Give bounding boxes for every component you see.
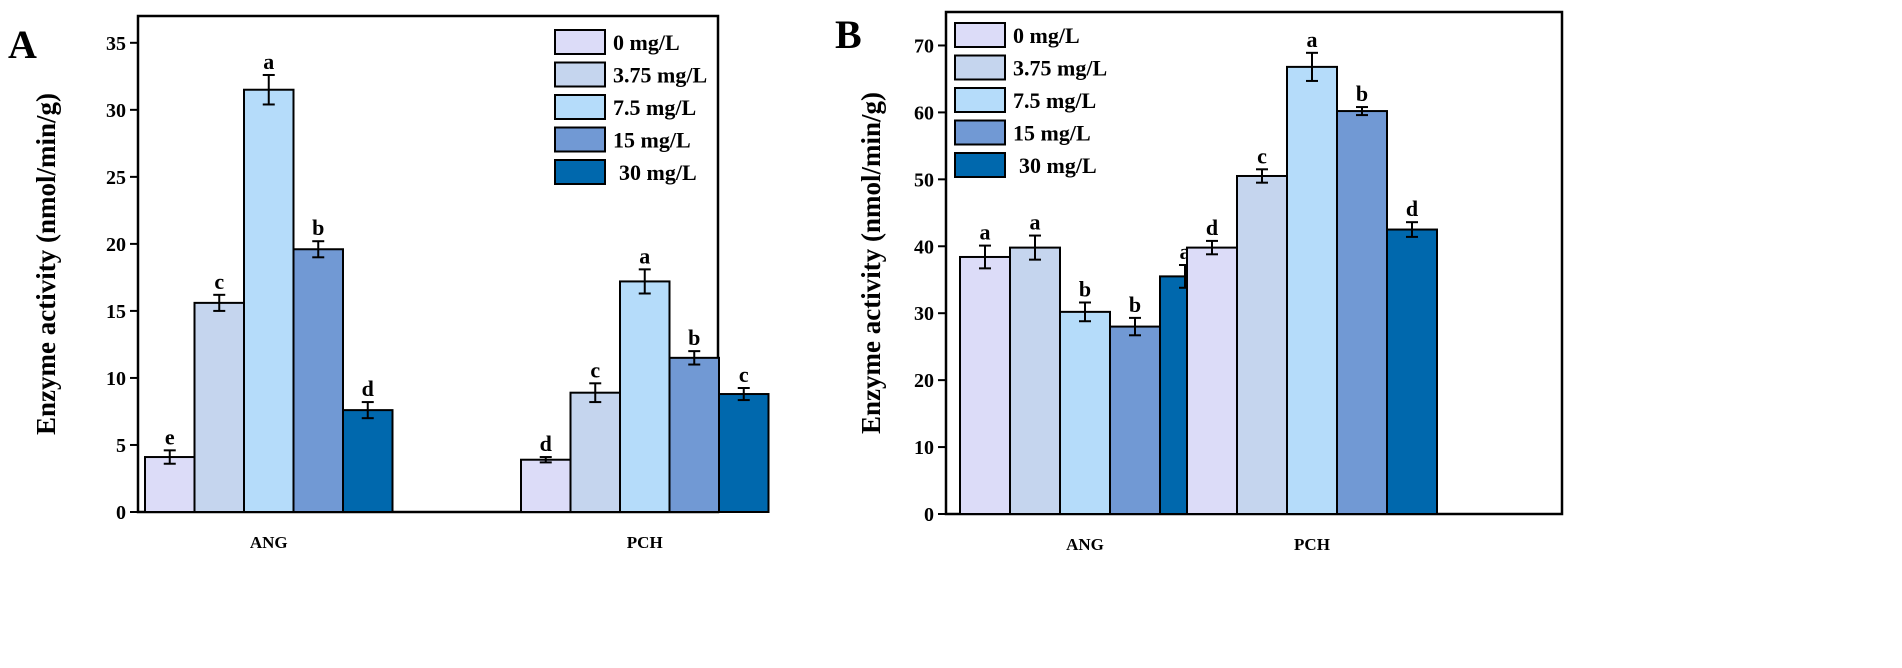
- bar: [243, 88, 295, 513]
- legend-swatch: [554, 29, 606, 55]
- legend-swatch: [954, 152, 1006, 178]
- bar: [1236, 174, 1288, 515]
- significance-letter: b: [1356, 81, 1368, 106]
- legend-swatch: [954, 119, 1006, 146]
- y-tick-label: 10: [106, 368, 126, 390]
- legend-swatch: [554, 94, 606, 120]
- x-tick-label: ANG: [1066, 535, 1104, 554]
- significance-letter: b: [1079, 276, 1091, 301]
- bar: [292, 248, 344, 513]
- legend-swatch: [554, 126, 606, 153]
- significance-letter: a: [1307, 27, 1318, 52]
- bar: [520, 458, 572, 514]
- y-axis-label: Enzyme activity (nmol/min/g): [856, 92, 886, 434]
- significance-letter: b: [688, 325, 700, 350]
- bar: [193, 301, 245, 513]
- significance-letter: c: [1257, 143, 1267, 168]
- legend-label: 0 mg/L: [1013, 23, 1080, 48]
- bar: [1186, 246, 1238, 515]
- legend-label: 3.75 mg/L: [1013, 56, 1107, 81]
- significance-letter: c: [590, 357, 600, 382]
- chart-panel-a: 0 5 10 15 20 25 30 35 Enzyme activity (nmol/min/…: [31, 14, 770, 552]
- y-tick-label: 40: [914, 236, 934, 258]
- y-tick-label: 25: [106, 167, 126, 189]
- panel-label-a: A: [8, 22, 37, 67]
- plot-frame: [136, 14, 720, 514]
- significance-letter: b: [312, 215, 324, 240]
- bar: [1336, 110, 1388, 515]
- y-tick-label: 30: [106, 100, 126, 122]
- legend-label: 7.5 mg/L: [1013, 88, 1096, 113]
- legend-swatch: [554, 159, 606, 185]
- chart-panel-b: 0 10 20 30 40 50 60 70 Enzyme activity (nmol/min…: [856, 10, 1564, 554]
- bar: [619, 280, 671, 513]
- bar: [144, 456, 196, 514]
- significance-letter: c: [739, 362, 749, 387]
- x-tick-label: PCH: [1294, 535, 1330, 554]
- y-tick-label: 35: [106, 33, 126, 55]
- bar: [1109, 325, 1161, 515]
- y-tick-label: 0: [924, 504, 934, 526]
- bar: [718, 393, 770, 514]
- legend-label: 15 mg/L: [613, 128, 691, 153]
- significance-letter: a: [1030, 210, 1041, 235]
- legend-label: 7.5 mg/L: [613, 95, 696, 120]
- y-tick-label: 50: [914, 169, 934, 191]
- y-tick-label: 0: [116, 502, 126, 524]
- y-tick-label: 60: [914, 102, 934, 124]
- y-tick-label: 10: [914, 437, 934, 459]
- y-tick-label: 15: [106, 301, 126, 323]
- significance-letter: a: [1180, 239, 1191, 264]
- y-tick-label: 5: [116, 435, 126, 457]
- y-tick-label: 20: [106, 234, 126, 256]
- legend-swatch: [554, 61, 606, 88]
- bar: [1009, 246, 1061, 515]
- bar: [1059, 310, 1111, 515]
- legend-label: 30 mg/L: [1019, 153, 1097, 178]
- significance-letter: d: [540, 431, 552, 456]
- bar: [668, 356, 720, 513]
- legend-swatch: [954, 54, 1006, 81]
- significance-letter: e: [165, 424, 175, 449]
- y-tick-label: 70: [914, 35, 934, 57]
- legend-label: 30 mg/L: [619, 160, 697, 185]
- y-tick-label: 30: [914, 303, 934, 325]
- y-axis-label: Enzyme activity (nmol/min/g): [31, 93, 61, 435]
- legend-label: 0 mg/L: [613, 30, 680, 55]
- significance-letter: a: [639, 243, 650, 268]
- legend-label: 15 mg/L: [1013, 121, 1091, 146]
- significance-letter: c: [214, 269, 224, 294]
- bar: [342, 409, 394, 514]
- significance-letter: b: [1129, 292, 1141, 317]
- legend-swatch: [954, 87, 1006, 113]
- panel-label-b: B: [835, 12, 862, 57]
- y-tick-label: 20: [914, 370, 934, 392]
- x-tick-label: PCH: [627, 533, 663, 552]
- bar: [1386, 228, 1438, 516]
- significance-letter: a: [263, 49, 274, 74]
- significance-letter: a: [980, 220, 991, 245]
- bar: [1286, 65, 1338, 515]
- significance-letter: d: [362, 376, 374, 401]
- significance-letter: d: [1206, 215, 1218, 240]
- legend-swatch: [954, 22, 1006, 48]
- x-tick-label: ANG: [250, 533, 288, 552]
- significance-letter: d: [1406, 196, 1418, 221]
- legend-label: 3.75 mg/L: [613, 63, 707, 88]
- bar: [569, 391, 621, 513]
- bar: [959, 255, 1011, 515]
